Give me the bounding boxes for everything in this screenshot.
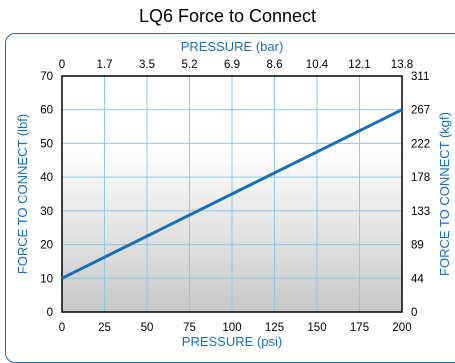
x-tick-label: 0 xyxy=(59,322,65,334)
series-line xyxy=(61,108,403,280)
x2-tick-label: 0 xyxy=(59,59,65,71)
y2-tick-label: 44 xyxy=(411,273,424,285)
x2-tick-label: 13.8 xyxy=(391,59,413,71)
x-tick-label: 25 xyxy=(98,322,111,334)
y2-tick-label: 178 xyxy=(411,172,430,184)
y-axis-title: FORCE TO CONNECT (lbf) xyxy=(15,114,30,274)
x-tick-label: 150 xyxy=(307,322,326,334)
gridlines xyxy=(62,76,402,312)
y-tick-label: 20 xyxy=(40,240,53,252)
x-tick-label: 125 xyxy=(265,322,284,334)
x2-tick-label: 8.6 xyxy=(267,59,283,71)
x2-tick-label: 5.2 xyxy=(182,59,198,71)
y2-tick-label: 0 xyxy=(411,307,417,319)
y2-tick-label: 222 xyxy=(411,138,430,150)
y-tick-label: 70 xyxy=(40,71,53,83)
y2-axis-title: FORCE TO CONNECT (kgf) xyxy=(437,112,452,276)
y2-tick-label: 311 xyxy=(411,71,429,83)
y-tick-label: 30 xyxy=(40,206,53,218)
x2-tick-label: 3.5 xyxy=(139,59,155,71)
x2-axis-title: PRESSURE (bar) xyxy=(181,39,284,54)
y-tick-label: 40 xyxy=(40,172,53,184)
y2-tick-label: 133 xyxy=(411,206,430,218)
y2-tick-label: 89 xyxy=(411,240,424,252)
y-tick-label: 60 xyxy=(40,105,53,117)
x-axis-title: PRESSURE (psi) xyxy=(182,334,282,349)
x2-tick-label: 12.1 xyxy=(348,59,370,71)
y-tick-label: 0 xyxy=(47,307,53,319)
x-tick-label: 175 xyxy=(350,322,369,334)
chart-title: LQ6 Force to Connect xyxy=(138,6,317,26)
y-tick-label: 50 xyxy=(40,138,53,150)
plot-border xyxy=(61,75,403,313)
x-tick-label: 100 xyxy=(222,322,241,334)
x2-tick-label: 10.4 xyxy=(306,59,329,71)
x-tick-label: 50 xyxy=(141,322,154,334)
x2-tick-label: 1.7 xyxy=(97,59,113,71)
x2-tick-label: 6.9 xyxy=(224,59,240,71)
y-tick-label: 10 xyxy=(40,273,53,285)
y2-tick-label: 267 xyxy=(411,105,430,117)
x-tick-label: 200 xyxy=(392,322,411,334)
x-tick-label: 75 xyxy=(183,322,196,334)
